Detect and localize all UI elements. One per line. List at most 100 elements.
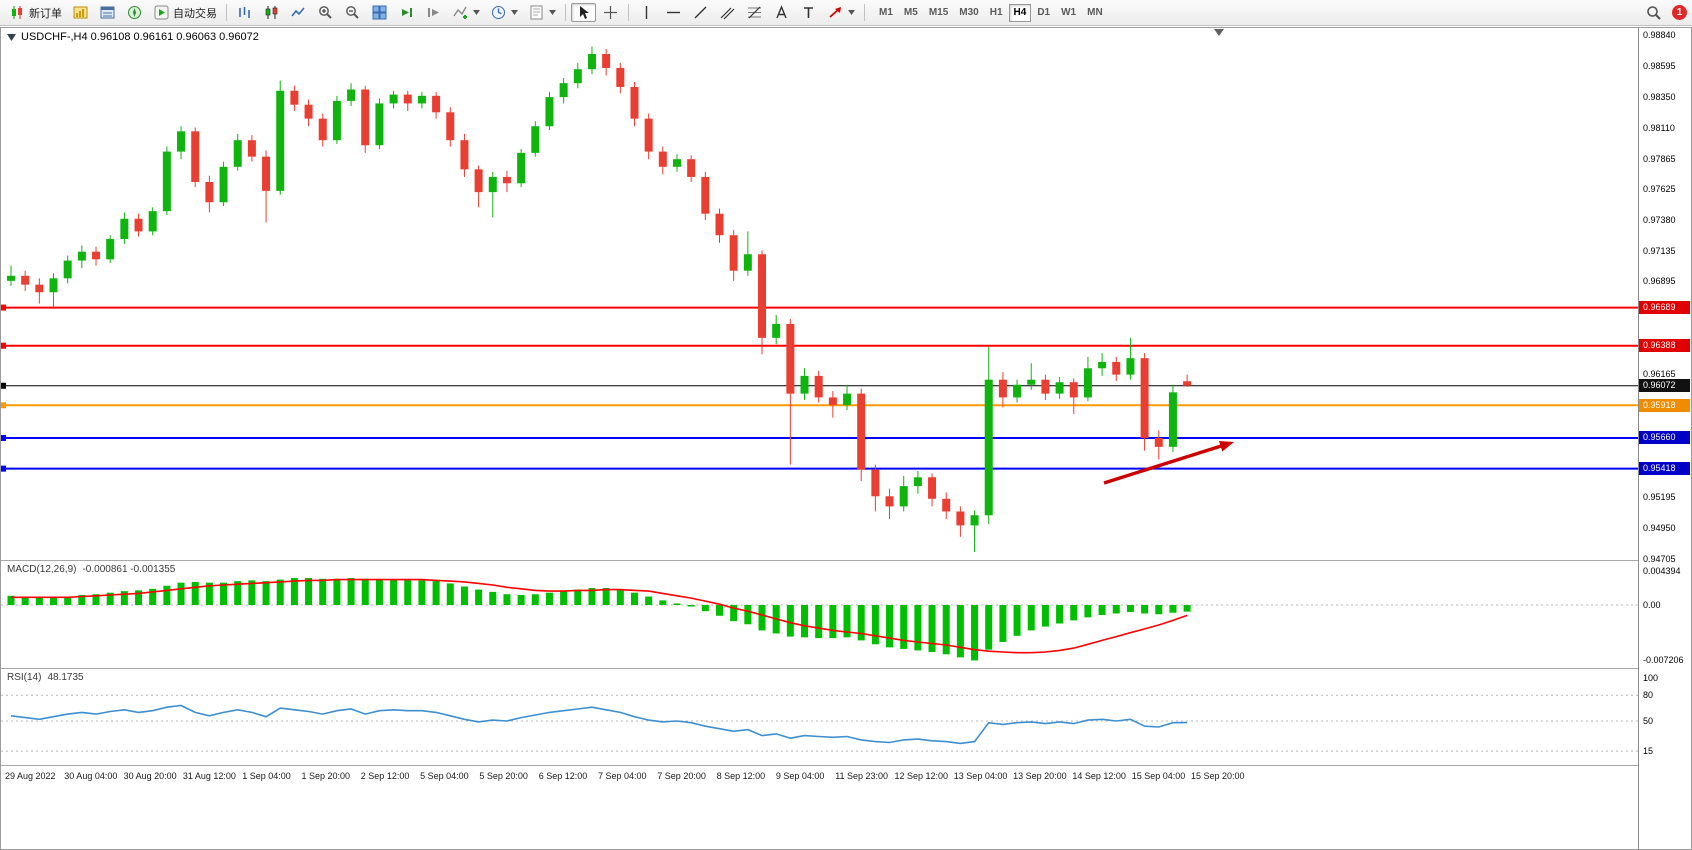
rsi-axis-label: 100 [1643,673,1659,683]
arrows-tool-button[interactable] [823,3,859,23]
fibonacci-tool-icon[interactable] [742,3,767,22]
price-label: 0.97135 [1643,246,1676,257]
cursor-icon[interactable] [571,3,596,22]
horizontal-line-tool-icon[interactable] [661,3,686,22]
date-label: 8 Sep 12:00 [716,771,766,781]
candlestick-chart-icon[interactable] [259,3,284,22]
rsi-pane[interactable] [1,670,1638,764]
main-chart-pane[interactable] [1,28,1638,560]
search-icon[interactable] [1641,3,1666,22]
zoom-out-icon[interactable] [340,3,365,22]
pane-separator [1,765,1638,766]
price-label: 0.97625 [1643,183,1676,194]
macd-axis-label: 0.00 [1643,600,1661,610]
rsi-label: RSI(14) 48.1735 [7,672,84,683]
pane-separator[interactable] [1,560,1638,561]
price-label: 0.98110 [1643,122,1675,133]
price-badge: 0.95418 [1639,462,1690,476]
price-label: 0.96165 [1643,368,1676,379]
clock-icon [490,4,507,21]
date-label: 30 Aug 04:00 [64,771,118,781]
indicators-button[interactable] [448,3,484,23]
arrow-tool-icon [827,4,844,21]
market-watch-icon[interactable] [68,3,93,22]
timeframe-m30[interactable]: M30 [959,6,979,18]
macd-pane[interactable] [1,562,1638,666]
template-icon [528,4,545,21]
auto-trading-label: 自动交易 [173,7,217,20]
date-label: 5 Sep 20:00 [479,771,528,781]
date-label: 2 Sep 12:00 [360,771,410,781]
zoom-in-icon[interactable] [313,3,338,22]
pane-separator[interactable] [1,668,1638,669]
new-order-button[interactable]: 新订单 [5,3,66,23]
chevron-down-icon [472,5,480,21]
auto-trading-icon [153,4,170,21]
timeframe-d1[interactable]: D1 [1037,6,1051,18]
time-axis[interactable]: 29 Aug 2022 30 Aug 04:00 30 Aug 20:00 31 Au… [1,767,1638,787]
timeframe-w1[interactable]: W1 [1061,6,1077,18]
price-label: 0.96895 [1643,276,1676,287]
navigator-icon[interactable] [122,3,147,22]
price-axis[interactable]: 0.98840 0.98595 0.98350 0.98110 0.97865 0.976… [1638,28,1692,849]
date-label: 30 Aug 20:00 [123,771,177,781]
date-label: 7 Sep 04:00 [598,771,647,781]
date-label: 12 Sep 12:00 [894,771,949,781]
chevron-down-icon [548,5,556,21]
toolbar-separator [864,4,865,21]
rsi-axis-label: 50 [1643,716,1654,726]
date-label: 6 Sep 12:00 [538,771,588,781]
price-label: 0.97380 [1643,215,1676,226]
price-badge: 0.96388 [1639,339,1690,353]
bar-chart-icon[interactable] [232,3,257,22]
chart-shift-icon[interactable] [421,3,446,22]
chart-window: USDCHF-,H4 0.96108 0.96161 0.96063 0.960… [0,27,1692,850]
notification-badge[interactable]: 1 [1672,5,1687,20]
text-tool-icon[interactable] [769,3,794,22]
trendline-tool-icon[interactable] [688,3,713,22]
timeframe-h1[interactable]: H1 [989,6,1003,18]
timeframe-m15[interactable]: M15 [928,6,949,18]
date-label: 9 Sep 04:00 [775,771,825,781]
indicators-icon [452,4,469,21]
text-label-tool-icon[interactable] [796,3,821,22]
auto-scroll-icon[interactable] [394,3,419,22]
price-label: 0.95195 [1643,491,1676,502]
line-chart-icon[interactable] [286,3,311,22]
macd-values: -0.000861 -0.001355 [82,564,176,575]
timeframe-h4[interactable]: H4 [1008,3,1032,22]
rsi-value: 48.1735 [47,672,84,683]
date-label: 1 Sep 04:00 [242,771,291,781]
timeframe-m1[interactable]: M1 [879,6,893,18]
price-label: 0.98595 [1643,61,1676,72]
data-window-icon[interactable] [95,3,120,22]
date-label: 15 Sep 20:00 [1191,771,1245,781]
macd-axis-label: -0.007206 [1643,655,1684,666]
timeframe-m5[interactable]: M5 [903,6,918,18]
price-label: 0.97865 [1643,153,1676,164]
date-label: 1 Sep 20:00 [301,771,351,781]
channel-tool-icon[interactable] [715,3,740,22]
price-label: 0.94950 [1643,522,1676,533]
date-label: 7 Sep 20:00 [657,771,706,781]
date-label: 5 Sep 04:00 [420,771,469,781]
rsi-axis-label: 80 [1643,690,1654,701]
quote-line: USDCHF-,H4 0.96108 0.96161 0.96063 0.960… [6,31,259,43]
crosshair-icon[interactable] [598,3,623,22]
timeframe-group: M1 M5 M15 M30 H1 H4 D1 W1 MN [874,3,1108,22]
templates-button[interactable] [524,3,560,23]
chevron-down-icon [847,5,855,21]
price-badge: 0.96689 [1639,301,1690,315]
auto-trading-button[interactable]: 自动交易 [149,3,221,23]
tile-windows-icon[interactable] [367,3,392,22]
periods-button[interactable] [486,3,522,23]
one-click-trading-toggle[interactable] [6,32,16,42]
vertical-line-tool-icon[interactable] [634,3,659,22]
chevron-down-icon [510,5,518,21]
date-label: 31 Aug 12:00 [182,771,236,781]
price-badge: 0.96072 [1639,379,1690,393]
price-label: 0.98840 [1643,30,1676,40]
symbol-ohlc-text: USDCHF-,H4 0.96108 0.96161 0.96063 0.960… [21,31,259,43]
timeframe-mn[interactable]: MN [1087,6,1103,18]
new-order-icon [9,4,26,21]
